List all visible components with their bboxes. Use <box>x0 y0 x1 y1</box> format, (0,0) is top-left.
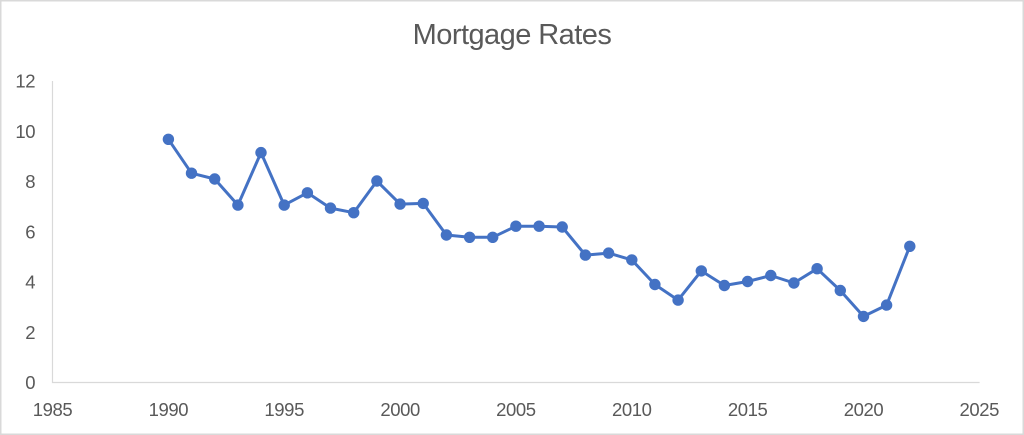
svg-text:2015: 2015 <box>728 399 768 420</box>
svg-text:1995: 1995 <box>264 399 304 420</box>
svg-text:2005: 2005 <box>496 399 536 420</box>
svg-text:1985: 1985 <box>33 399 73 420</box>
svg-text:6: 6 <box>25 221 35 242</box>
svg-text:Mortgage Rates: Mortgage Rates <box>413 19 612 51</box>
svg-text:12: 12 <box>15 71 35 92</box>
svg-text:4: 4 <box>25 272 35 293</box>
svg-text:2: 2 <box>25 322 35 343</box>
svg-text:1990: 1990 <box>149 399 189 420</box>
svg-text:2010: 2010 <box>612 399 652 420</box>
svg-text:2025: 2025 <box>960 399 1000 420</box>
svg-text:2000: 2000 <box>380 399 420 420</box>
svg-text:10: 10 <box>15 121 35 142</box>
svg-text:8: 8 <box>25 171 35 192</box>
svg-text:0: 0 <box>25 372 35 393</box>
svg-text:2020: 2020 <box>844 399 884 420</box>
